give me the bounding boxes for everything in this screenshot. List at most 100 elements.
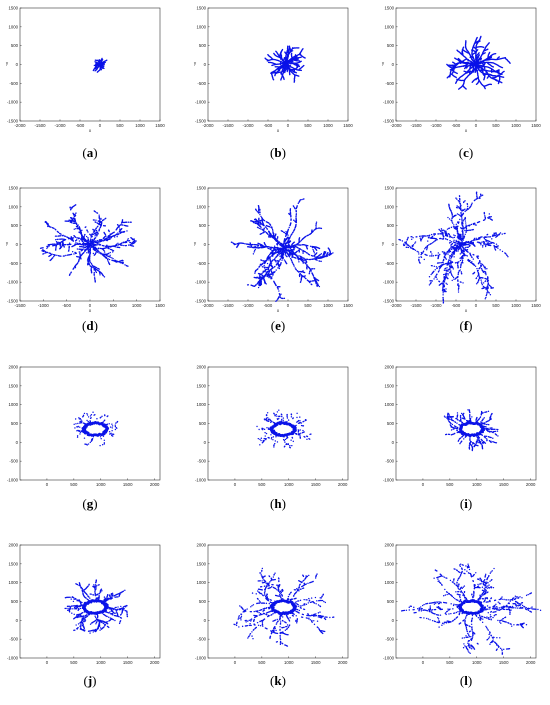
- data-point: [276, 236, 279, 238]
- data-point: [315, 222, 317, 225]
- data-point: [474, 71, 476, 74]
- data-point: [83, 248, 85, 250]
- data-point: [282, 297, 284, 300]
- data-point: [496, 79, 498, 81]
- data-point: [463, 70, 465, 72]
- y-tick-label: 0: [204, 62, 207, 67]
- data-point: [285, 56, 287, 58]
- data-point: [79, 255, 82, 258]
- subfigure-label: (b): [270, 145, 286, 160]
- data-point: [88, 241, 90, 243]
- data-point: [481, 62, 484, 65]
- data-point: [253, 251, 255, 253]
- data-point: [277, 288, 279, 290]
- data-point: [76, 237, 78, 239]
- x-tick-label: 0: [99, 123, 102, 128]
- x-tick-label: 1000: [323, 123, 333, 128]
- data-point: [261, 272, 264, 274]
- data-point: [309, 245, 312, 247]
- x-tick-label: -500: [452, 123, 461, 128]
- data-point: [304, 251, 307, 253]
- data-point: [260, 246, 262, 249]
- data-point: [89, 261, 92, 264]
- data-point: [286, 70, 288, 73]
- data-point: [108, 248, 110, 250]
- data-point: [263, 245, 266, 248]
- data-point: [91, 233, 93, 235]
- data-point: [475, 69, 477, 72]
- y-axis-label: y: [194, 241, 197, 246]
- data-point: [91, 238, 93, 241]
- data-point: [103, 276, 106, 278]
- data-point: [256, 226, 259, 228]
- data-point: [285, 230, 287, 233]
- data-point: [289, 235, 292, 237]
- data-point: [95, 251, 98, 253]
- data-point: [471, 81, 473, 84]
- data-point: [124, 264, 126, 266]
- data-point: [268, 230, 270, 233]
- data-point: [260, 264, 262, 266]
- data-point: [87, 243, 89, 246]
- data-point: [88, 248, 91, 251]
- data-point: [84, 250, 86, 252]
- data-point: [476, 49, 479, 51]
- data-point: [285, 237, 288, 240]
- data-point: [99, 274, 101, 276]
- data-point: [104, 61, 106, 64]
- data-point: [103, 64, 105, 66]
- data-point: [75, 225, 78, 228]
- data-point: [84, 233, 86, 236]
- x-tick-label: -1500: [411, 123, 423, 128]
- data-point: [63, 235, 66, 237]
- label-letter: b: [274, 145, 281, 160]
- data-point: [88, 258, 90, 260]
- y-tick-label: 1500: [196, 186, 206, 191]
- data-point: [83, 240, 85, 242]
- y-tick-label: 1500: [8, 6, 18, 11]
- data-point: [96, 239, 99, 242]
- x-tick-label: -500: [264, 303, 273, 308]
- y-tick-label: 1000: [8, 24, 18, 29]
- data-point: [263, 264, 265, 267]
- data-point: [76, 248, 79, 250]
- data-point: [274, 74, 276, 77]
- data-point: [300, 60, 302, 62]
- data-point: [94, 281, 96, 283]
- data-point: [252, 220, 254, 223]
- data-point: [470, 55, 473, 58]
- data-point: [275, 269, 277, 271]
- data-point: [269, 223, 271, 225]
- data-point: [288, 212, 290, 215]
- data-point: [289, 59, 292, 62]
- data-point: [61, 243, 64, 246]
- data-point: [253, 218, 256, 221]
- data-point: [94, 235, 96, 237]
- data-point: [274, 66, 276, 68]
- data-point: [273, 52, 275, 55]
- data-point: [98, 222, 101, 224]
- data-point: [498, 69, 500, 71]
- data-point: [307, 245, 309, 247]
- data-point: [304, 57, 306, 59]
- data-point: [474, 67, 476, 69]
- data-point: [466, 61, 468, 64]
- x-tick-label: 500: [304, 123, 312, 128]
- y-tick-label: 0: [392, 62, 395, 67]
- data-point: [269, 262, 271, 265]
- y-tick-label: 1500: [8, 186, 18, 191]
- x-tick-label: 1000: [135, 123, 145, 128]
- data-point: [298, 251, 301, 253]
- data-point: [259, 228, 262, 230]
- data-point: [455, 82, 457, 84]
- data-point: [290, 61, 293, 63]
- data-point: [267, 268, 269, 270]
- data-point: [498, 71, 500, 73]
- data-point: [456, 72, 458, 75]
- data-point: [93, 254, 96, 256]
- data-point: [86, 229, 88, 231]
- y-tick-label: -500: [197, 261, 206, 266]
- data-point: [498, 56, 500, 58]
- y-tick-label: -500: [197, 81, 206, 86]
- data-point: [305, 235, 307, 238]
